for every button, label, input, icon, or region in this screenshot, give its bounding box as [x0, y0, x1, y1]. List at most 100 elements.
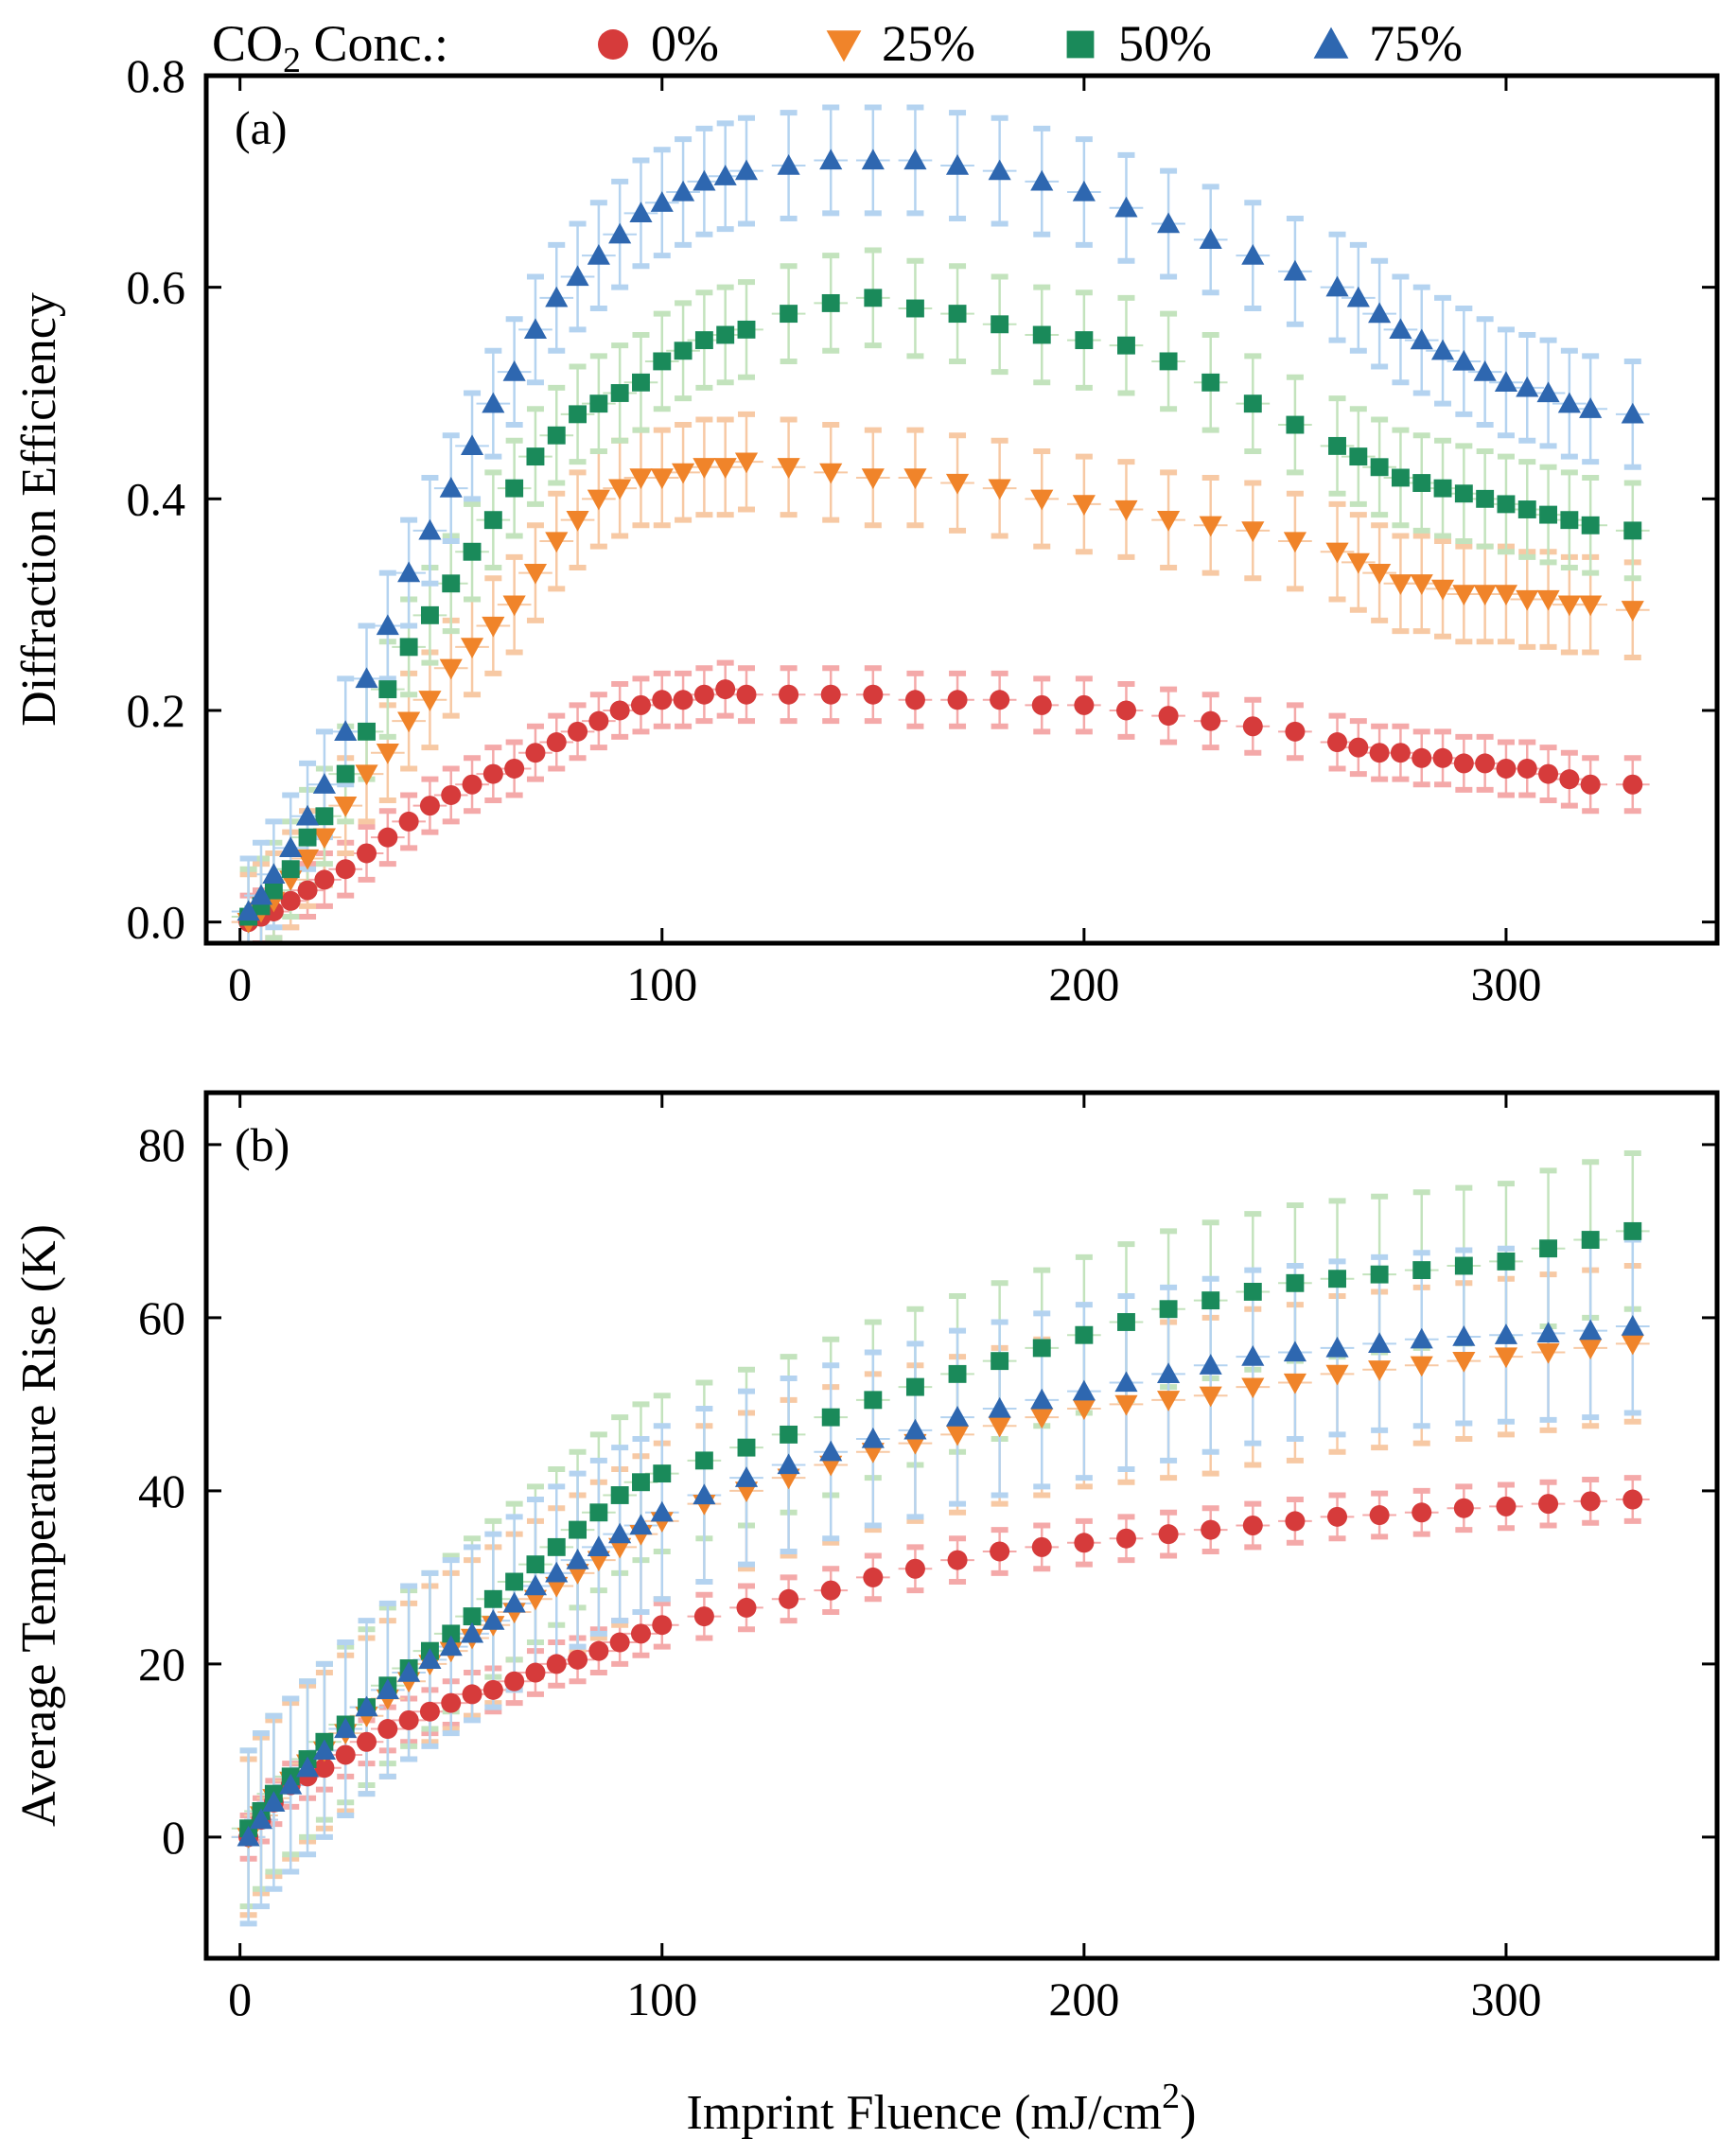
data-point — [547, 1537, 566, 1556]
data-point — [397, 711, 421, 733]
data-point — [482, 392, 505, 413]
data-point — [1283, 1373, 1306, 1394]
data-point — [314, 869, 335, 890]
data-point — [1368, 302, 1392, 324]
data-point — [863, 1567, 884, 1587]
data-point — [1242, 716, 1263, 737]
data-point — [1030, 169, 1054, 191]
data-point — [1285, 721, 1306, 742]
plot-area — [231, 104, 1650, 943]
data-point — [1410, 574, 1433, 595]
legend: CO2 Conc.: 0% 25% 50% 75% — [212, 15, 1463, 80]
data-point — [566, 1549, 589, 1569]
data-point — [1327, 1506, 1348, 1527]
series-points-50pct — [239, 1221, 1642, 1838]
data-point — [1494, 371, 1518, 392]
data-point — [780, 1425, 798, 1444]
series-errorbars-50pct — [231, 247, 1650, 943]
data-point — [1452, 1324, 1476, 1346]
legend-marker — [826, 30, 862, 62]
panel-tag: (a) — [235, 101, 288, 154]
data-point — [1199, 516, 1222, 537]
data-point — [821, 1408, 840, 1427]
data-point — [1433, 479, 1452, 498]
data-point — [777, 1453, 800, 1475]
data-point — [737, 1438, 756, 1457]
data-point — [1391, 468, 1410, 487]
plot-frame — [203, 1090, 1720, 1961]
data-point — [1201, 710, 1221, 731]
data-point — [1157, 511, 1181, 532]
data-point — [1517, 500, 1536, 518]
data-point — [945, 473, 970, 495]
data-point — [1325, 1336, 1349, 1358]
data-point — [1370, 458, 1389, 477]
data-point — [608, 479, 632, 500]
data-point — [1325, 1364, 1349, 1386]
data-point — [502, 360, 526, 381]
data-point — [610, 1486, 629, 1504]
data-point — [312, 773, 336, 794]
data-point — [905, 299, 924, 318]
data-point — [1158, 706, 1179, 727]
legend-marker — [1066, 30, 1095, 59]
data-point — [947, 1550, 968, 1570]
data-point — [1475, 753, 1496, 774]
panel-b: 0 100 200 300 0 20 40 60 80 (b) Average Temperatur… — [12, 1090, 1720, 2025]
data-point — [1286, 415, 1305, 434]
data-point — [988, 479, 1011, 500]
data-point — [334, 796, 358, 817]
data-point — [903, 468, 927, 490]
data-point — [589, 394, 608, 413]
data-point — [1328, 1270, 1346, 1288]
series-points-50pct — [239, 289, 1642, 926]
data-point — [587, 244, 610, 265]
plot-frame — [203, 73, 1720, 946]
data-point — [442, 1624, 461, 1643]
data-point — [587, 489, 610, 511]
data-point — [693, 458, 716, 479]
data-point — [1074, 694, 1095, 715]
data-point — [1557, 392, 1581, 413]
data-point — [694, 1451, 713, 1470]
data-point — [779, 1588, 799, 1609]
data-point — [546, 732, 567, 753]
data-point — [1117, 1313, 1135, 1331]
y-tick-label: 0.0 — [127, 896, 186, 949]
data-point — [1348, 737, 1369, 758]
data-point — [463, 542, 482, 561]
panel-a: 0 100 200 300 0.0 0.2 0.4 0.6 0.8 (a) Diffraction … — [12, 49, 1720, 1010]
data-point — [608, 222, 632, 244]
data-point — [1157, 212, 1181, 234]
data-point — [460, 638, 484, 658]
data-point — [1346, 552, 1370, 574]
data-point — [1285, 1511, 1306, 1532]
data-point — [652, 1615, 673, 1636]
data-point — [1075, 1325, 1094, 1344]
data-point — [1349, 447, 1368, 466]
data-point — [1117, 336, 1135, 355]
data-point — [295, 804, 320, 826]
data-point — [1325, 542, 1349, 564]
data-point — [819, 149, 843, 170]
data-point — [1390, 743, 1411, 763]
y-tick-label: 40 — [138, 1464, 185, 1517]
legend-entry-50pct: 50% — [1066, 15, 1212, 72]
data-point — [419, 1701, 440, 1722]
data-point — [693, 169, 716, 191]
legend-entry-25pct: 25% — [826, 15, 975, 72]
data-point — [314, 1758, 335, 1779]
data-point — [482, 1679, 503, 1700]
data-point — [523, 1574, 548, 1596]
data-point — [295, 1756, 320, 1778]
data-point — [1410, 1327, 1433, 1349]
data-point — [1622, 774, 1643, 795]
x-tick-label: 100 — [626, 957, 697, 1010]
data-point — [1072, 1379, 1096, 1401]
legend-marker — [1313, 26, 1349, 59]
data-point — [1538, 1494, 1559, 1515]
data-point — [462, 1684, 482, 1705]
data-point — [716, 325, 735, 344]
data-point — [335, 859, 356, 880]
